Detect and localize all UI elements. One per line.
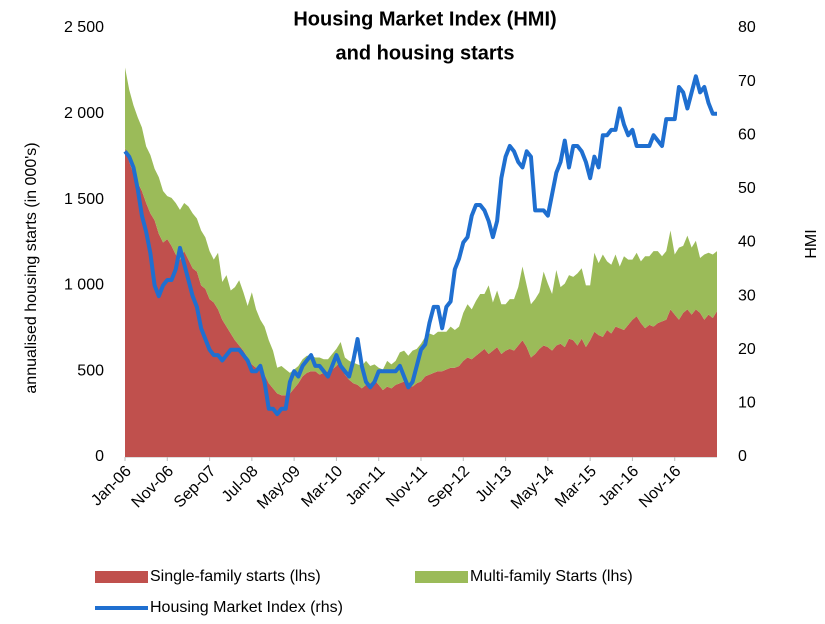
y-tick-label: 0 — [95, 448, 104, 465]
x-tick-label: Nov-16 — [636, 463, 685, 512]
line — [123, 74, 717, 417]
y2-tick-label: 60 — [738, 126, 756, 143]
area — [125, 67, 717, 396]
x-tick-label: Mar-15 — [552, 463, 600, 511]
x-tick-label: May-09 — [254, 463, 304, 513]
chart-title: Housing Market Index (HMI) — [293, 8, 556, 30]
y2-tick-label: 70 — [738, 73, 756, 90]
x-tick-label: May-14 — [508, 463, 558, 513]
y-axis-title: annualised housing starts (in 000's) — [23, 142, 40, 393]
chart-title: and housing starts — [336, 42, 515, 64]
y2-tick-label: 30 — [738, 287, 756, 304]
x-tick-label: Nov-11 — [383, 463, 431, 511]
y2-tick-label: 0 — [738, 448, 747, 465]
y2-tick-label: 80 — [738, 19, 756, 36]
y-tick-label: 500 — [77, 362, 104, 379]
y2-tick-label: 40 — [738, 234, 756, 251]
x-tick-label: Jan-06 — [88, 463, 135, 510]
y2-tick-label: 50 — [738, 180, 756, 197]
legend-swatch — [415, 571, 468, 583]
y2-axis-title: HMI — [803, 229, 820, 258]
y-tick-label: 1 500 — [64, 191, 104, 208]
y2-tick-label: 20 — [738, 341, 756, 358]
x-tick-label: Sep-12 — [425, 463, 474, 512]
y-tick-label: 1 000 — [64, 277, 104, 294]
legend-label: Single-family starts (lhs) — [150, 568, 321, 585]
y2-tick-label: 10 — [738, 395, 756, 412]
legend-swatch — [95, 571, 148, 583]
y-tick-label: 2 000 — [64, 105, 104, 122]
x-tick-label: Mar-10 — [298, 463, 346, 511]
legend-label: Multi-family Starts (lhs) — [470, 568, 633, 585]
legend-label: Housing Market Index (rhs) — [150, 599, 343, 616]
x-tick-label: Nov-06 — [129, 463, 178, 512]
x-tick-label: Jan-11 — [343, 463, 389, 509]
x-tick-label: Sep-07 — [171, 463, 220, 512]
y-tick-label: 2 500 — [64, 19, 104, 36]
x-tick-label: Jan-16 — [596, 463, 643, 510]
area — [125, 148, 717, 457]
